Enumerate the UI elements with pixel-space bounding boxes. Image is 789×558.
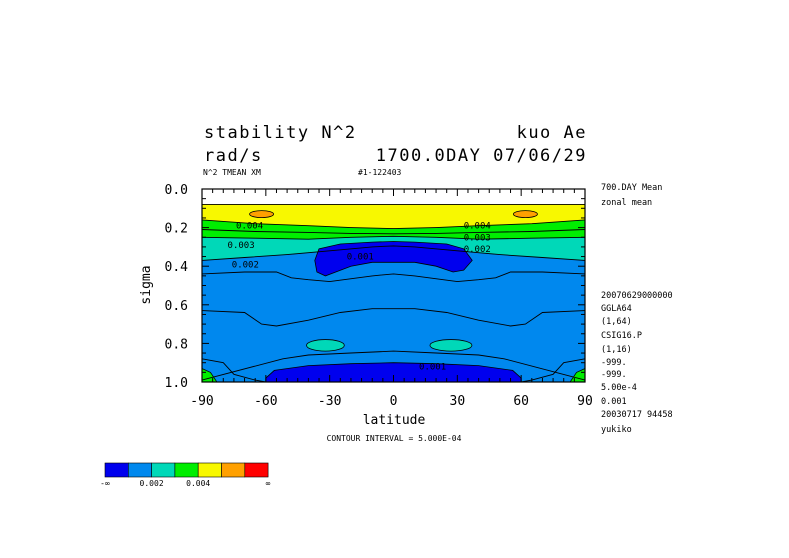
contour-line: [201, 229, 586, 235]
y-axis: 0.0 0.2 0.4 0.6 0.8 1.0: [165, 183, 585, 391]
title-right-line1: kuo Ae: [517, 123, 587, 143]
x-tick-label: 90: [577, 394, 593, 409]
plot-contours: [201, 203, 586, 383]
contour-line: [201, 308, 586, 327]
x-tick-label: -30: [318, 394, 341, 409]
x-axis: -90 -60 -30 0 30 60 90: [190, 189, 593, 409]
title-left-line1: stability N^2: [204, 123, 357, 143]
y-tick-label: 0.8: [165, 337, 188, 352]
colorbar-label: 0.004: [186, 479, 210, 488]
side-notes: 700.DAY Mean zonal mean 20070629000000 GGLA…: [601, 183, 673, 435]
title-left-line2: rad/s: [204, 146, 263, 166]
contour-label: 0.004: [236, 222, 263, 232]
side-note: (1,64): [601, 317, 632, 327]
side-note: yukiko: [601, 425, 632, 435]
side-note: 700.DAY Mean: [601, 183, 662, 193]
x-tick-label: -90: [190, 394, 213, 409]
plot-fills: [201, 189, 586, 383]
x-tick-label: -60: [254, 394, 277, 409]
y-tick-label: 0.2: [165, 222, 188, 237]
fill-region: [306, 339, 345, 352]
side-note: 20030717 94458: [601, 410, 673, 420]
subtitle-left: N^2 TMEAN XM: [203, 168, 261, 177]
colorbar-label: 0.002: [140, 479, 164, 488]
x-tick-label: 30: [450, 394, 466, 409]
contour-label: 0.001: [347, 253, 374, 263]
fill-region: [249, 210, 274, 218]
fill-region: [429, 339, 473, 352]
x-tick-label: 0: [390, 394, 398, 409]
side-note: CSIG16.P: [601, 331, 642, 341]
colorbar-swatch: [174, 462, 199, 478]
contour-label: 0.004: [464, 222, 491, 232]
contour-line: [201, 358, 266, 383]
contour-line: [201, 350, 586, 381]
contour-line: [201, 271, 586, 283]
colorbar-swatch: [128, 462, 152, 478]
side-note: -999.: [601, 370, 627, 380]
fill-region: [314, 241, 473, 277]
side-note: 0.001: [601, 397, 627, 407]
contour-label: 0.003: [464, 233, 491, 243]
y-tick-label: 0.4: [165, 260, 189, 275]
subtitle-right: #1-122403: [358, 168, 402, 177]
contour-line: [201, 245, 586, 261]
side-note: -999.: [601, 358, 627, 368]
colorbar-swatch: [151, 462, 176, 478]
colorbar-swatch: [197, 462, 222, 478]
x-axis-label: latitude: [363, 413, 426, 428]
y-tick-label: 0.0: [165, 183, 188, 198]
contour-label: 0.002: [232, 260, 259, 270]
y-axis-label: sigma: [139, 265, 154, 304]
side-note: 20070629000000: [601, 291, 673, 301]
y-tick-label: 1.0: [165, 376, 188, 391]
contour-line: [201, 235, 586, 240]
side-note: (1,16): [601, 345, 632, 355]
colorbar-swatch: [221, 462, 246, 478]
colorbar-label: ∞: [266, 479, 271, 488]
colorbar-swatch: [104, 462, 129, 478]
y-tick-label: 0.6: [165, 299, 188, 314]
side-note: 5.00e-4: [601, 383, 637, 393]
contour-line: [201, 219, 586, 230]
contour-interval-note: CONTOUR INTERVAL = 5.000E-04: [327, 434, 462, 443]
fill-region: [202, 245, 585, 382]
colorbar-label: -∞: [100, 479, 110, 488]
side-note: GGLA64: [601, 304, 632, 314]
colorbar-swatch: [244, 462, 269, 478]
fill-region: [513, 210, 538, 218]
x-tick-label: 60: [513, 394, 529, 409]
colorbar: -∞ 0.002 0.004 ∞: [100, 462, 271, 488]
contour-line: [521, 358, 586, 383]
contour-label: 0.003: [228, 241, 255, 251]
title-right-line2: 1700.0DAY 07/06/29: [376, 146, 587, 166]
contour-label: 0.002: [464, 245, 491, 255]
contour-label: 0.001: [419, 363, 446, 373]
side-note: zonal mean: [601, 198, 652, 208]
